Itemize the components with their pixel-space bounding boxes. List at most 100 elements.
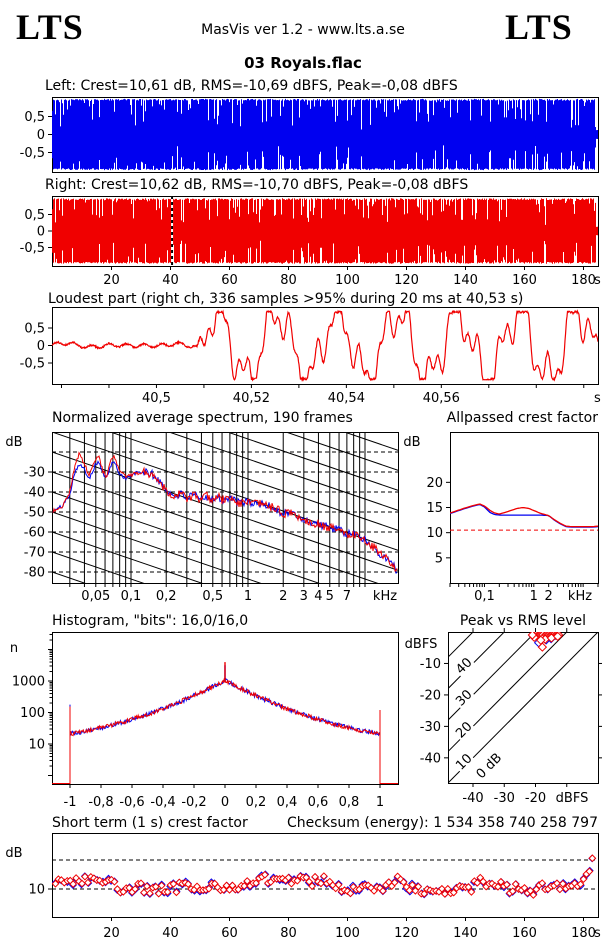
- svg-text:-0,4: -0,4: [150, 795, 175, 810]
- left-channel-stats: Left: Crest=10,61 dB, RMS=-10,69 dBFS, P…: [45, 78, 458, 94]
- checksum-value: Checksum (energy): 1 534 358 740 258 797: [287, 815, 598, 831]
- svg-text:0: 0: [37, 128, 45, 143]
- svg-text:80: 80: [280, 926, 297, 941]
- svg-text:40: 40: [162, 926, 179, 941]
- svg-text:0,1: 0,1: [121, 589, 142, 604]
- svg-text:dB: dB: [5, 846, 22, 861]
- svg-text:7: 7: [343, 589, 351, 604]
- svg-text:40,54: 40,54: [328, 391, 365, 406]
- svg-text:0,5: 0,5: [202, 589, 223, 604]
- svg-text:kHz: kHz: [373, 589, 397, 604]
- svg-text:0,5: 0,5: [24, 110, 45, 125]
- svg-text:0: 0: [37, 225, 45, 240]
- svg-text:-60: -60: [24, 526, 45, 541]
- svg-text:dBFS: dBFS: [556, 791, 589, 806]
- svg-text:40,56: 40,56: [423, 391, 460, 406]
- svg-text:100: 100: [335, 926, 360, 941]
- svg-text:-0,5: -0,5: [20, 357, 45, 372]
- chart-loudest-line: [52, 309, 598, 382]
- svg-text:-30: -30: [420, 720, 441, 735]
- chart-loudest: 0,5 0 -0,5 40,5 40,52 40,54 40,56 s: [20, 307, 601, 406]
- svg-text:5: 5: [435, 551, 443, 566]
- svg-text:140: 140: [453, 273, 478, 288]
- svg-text:1: 1: [530, 589, 538, 604]
- svg-text:160: 160: [512, 926, 537, 941]
- svg-text:30: 30: [453, 687, 475, 709]
- svg-text:1: 1: [244, 589, 252, 604]
- svg-text:0,2: 0,2: [246, 795, 267, 810]
- svg-text:-0,5: -0,5: [20, 146, 45, 161]
- svg-text:20: 20: [453, 719, 475, 741]
- chart-allpassed: dB 20 15 10 5 0,1 1 2 kHz: [403, 432, 599, 604]
- file-title: 03 Royals.flac: [244, 54, 362, 72]
- svg-text:0,4: 0,4: [277, 795, 298, 810]
- svg-text:20: 20: [426, 476, 443, 491]
- chart-histogram-lines: [52, 662, 398, 784]
- histogram-title: Histogram, "bits": 16,0/16,0: [52, 613, 249, 629]
- svg-text:4: 4: [314, 589, 322, 604]
- chart-wave_left-fill: [52, 98, 598, 171]
- chart-short_term-points: [52, 854, 597, 899]
- svg-text:140: 140: [453, 926, 478, 941]
- svg-text:-50: -50: [24, 506, 45, 521]
- svg-text:180: 180: [571, 273, 596, 288]
- svg-text:-0,6: -0,6: [119, 795, 144, 810]
- svg-text:dB: dB: [5, 435, 22, 450]
- svg-text:-20: -20: [525, 791, 546, 806]
- svg-text:-30: -30: [494, 791, 515, 806]
- svg-text:0,8: 0,8: [339, 795, 360, 810]
- lts-logo-right: LTS: [505, 7, 573, 47]
- svg-text:100: 100: [20, 706, 45, 721]
- spectrum-title: Normalized average spectrum, 190 frames: [52, 410, 353, 426]
- svg-text:0,2: 0,2: [156, 589, 177, 604]
- svg-text:10: 10: [28, 738, 45, 753]
- short-term-title: Short term (1 s) crest factor: [52, 815, 248, 831]
- svg-text:-1: -1: [64, 795, 77, 810]
- chart-wave_right-fill: [52, 196, 598, 266]
- svg-text:60: 60: [221, 273, 238, 288]
- lts-logo-left: LTS: [16, 7, 84, 47]
- svg-text:dB: dB: [403, 435, 420, 450]
- peak-vs-rms-title: Peak vs RMS level: [459, 613, 587, 629]
- svg-text:80: 80: [280, 273, 297, 288]
- svg-text:3: 3: [300, 589, 308, 604]
- svg-text:0: 0: [221, 795, 229, 810]
- svg-text:40,52: 40,52: [233, 391, 270, 406]
- svg-text:120: 120: [394, 926, 419, 941]
- svg-text:s: s: [594, 926, 601, 941]
- svg-text:0,05: 0,05: [81, 589, 110, 604]
- svg-text:120: 120: [394, 273, 419, 288]
- svg-text:2: 2: [545, 589, 553, 604]
- svg-text:-0,5: -0,5: [20, 241, 45, 256]
- svg-text:10: 10: [453, 751, 475, 773]
- svg-text:-70: -70: [24, 546, 45, 561]
- svg-text:180: 180: [571, 926, 596, 941]
- svg-text:-80: -80: [24, 566, 45, 581]
- svg-text:dBFS: dBFS: [405, 637, 438, 652]
- svg-text:40,5: 40,5: [142, 391, 171, 406]
- svg-text:-0,2: -0,2: [181, 795, 206, 810]
- svg-text:s: s: [594, 391, 601, 406]
- svg-text:40: 40: [453, 655, 475, 677]
- svg-text:40: 40: [162, 273, 179, 288]
- svg-text:-0,8: -0,8: [88, 795, 113, 810]
- allpassed-title: Allpassed crest factor: [446, 410, 598, 426]
- svg-text:kHz: kHz: [568, 589, 592, 604]
- app-title: MasVis ver 1.2 - www.lts.a.se: [201, 22, 405, 38]
- svg-text:-40: -40: [462, 791, 483, 806]
- svg-text:-40: -40: [24, 486, 45, 501]
- svg-text:-30: -30: [24, 466, 45, 481]
- svg-text:100: 100: [335, 273, 360, 288]
- svg-text:2: 2: [279, 589, 287, 604]
- chart-allpassed-lines: [450, 503, 598, 531]
- svg-text:20: 20: [103, 926, 120, 941]
- svg-text:0,1: 0,1: [474, 589, 495, 604]
- loudest-part-title: Loudest part (right ch, 336 samples >95%…: [48, 291, 524, 307]
- right-channel-stats: Right: Crest=10,62 dB, RMS=-10,70 dBFS, …: [45, 177, 469, 193]
- svg-text:s: s: [594, 273, 601, 288]
- chart-spectrum: dB -30 -40 -50 -60 -70 -80 0,05 0,1 0,2 0,5 1 2 3 4 5 7 k…: [5, 432, 399, 604]
- svg-text:20: 20: [103, 273, 120, 288]
